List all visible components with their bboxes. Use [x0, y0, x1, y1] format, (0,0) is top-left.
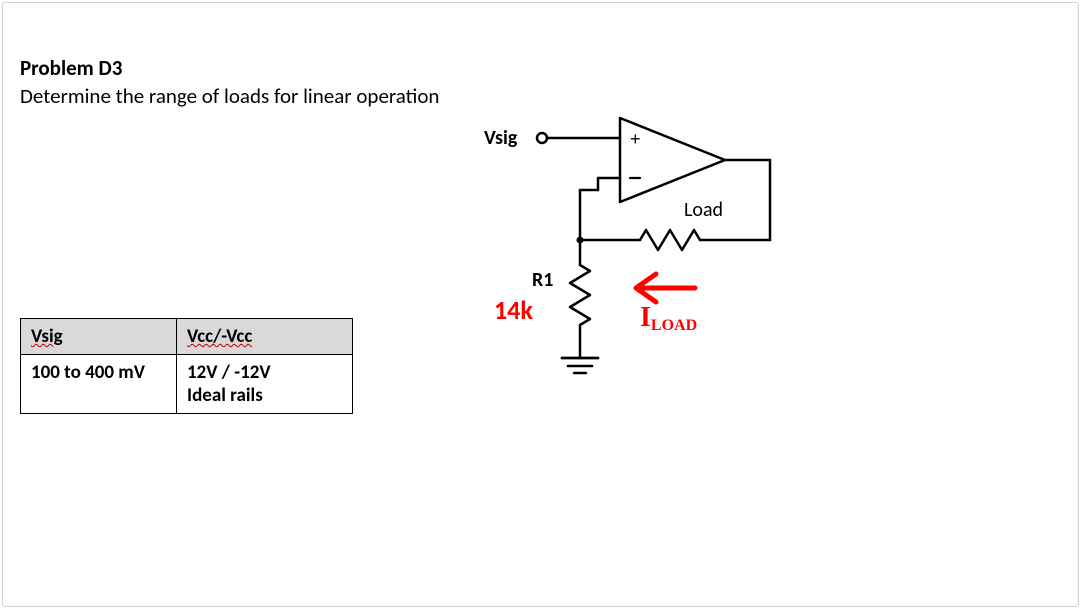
heading-block: Problem D3 Determine the range of loads … — [20, 55, 439, 109]
load-resistor — [640, 230, 700, 250]
vcc-value: 12V / -12V — [187, 361, 342, 384]
cell-vcc: 12V / -12V Ideal rails — [177, 355, 353, 414]
vsig-terminal — [537, 133, 547, 143]
r1-label: R1 — [532, 268, 553, 292]
r1-resistor — [570, 265, 590, 325]
opamp-plus: + — [630, 129, 641, 149]
problem-subtitle: Determine the range of loads for linear … — [20, 83, 439, 109]
iload-i: I — [640, 302, 651, 333]
header-vcc: Vcc/-Vcc — [177, 319, 353, 355]
load-label: Load — [684, 198, 723, 222]
header-vsig: Vsig — [21, 319, 177, 355]
rails-note: Ideal rails — [187, 384, 342, 407]
circuit-diagram: + — [480, 110, 820, 400]
cell-vsig: 100 to 400 mV — [21, 355, 177, 414]
circuit-svg: + — [480, 110, 820, 400]
iload-label: ILOAD — [640, 302, 697, 334]
vsig-label: Vsig — [484, 126, 517, 150]
table-data-row: 100 to 400 mV 12V / -12V Ideal rails — [21, 355, 353, 414]
iload-sub: LOAD — [651, 317, 697, 334]
parameters-table: Vsig Vcc/-Vcc 100 to 400 mV 12V / -12V I… — [20, 318, 353, 414]
iload-arrow — [636, 274, 695, 302]
table-header-row: Vsig Vcc/-Vcc — [21, 319, 353, 355]
problem-title: Problem D3 — [20, 55, 439, 81]
r1-value: 14k — [494, 294, 533, 326]
